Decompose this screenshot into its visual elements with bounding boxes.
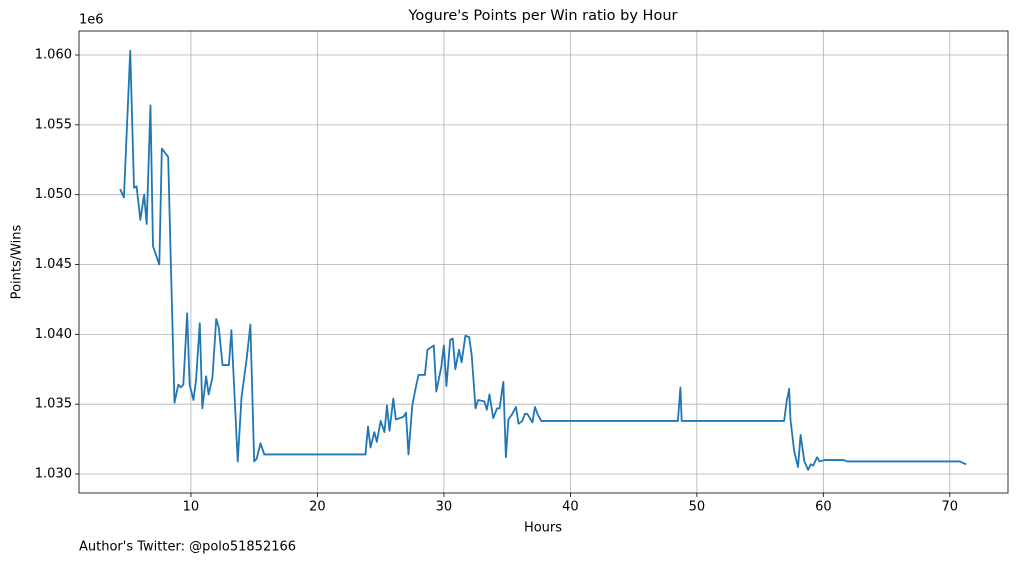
y-axis-label: Points/Wins [10,224,25,299]
x-tick-label: 10 [183,500,200,515]
x-tick-label: 60 [815,500,832,515]
y-offset-label: 1e6 [79,13,104,28]
x-tick-label: 70 [942,500,959,515]
x-tick-label: 30 [436,500,453,515]
x-tick-label: 50 [689,500,706,515]
y-tick-label: 1.050 [35,187,72,202]
x-tick-label: 20 [309,500,326,515]
y-tick-label: 1.040 [35,327,72,342]
y-tick-label: 1.055 [35,117,72,132]
y-tick-label: 1.060 [35,48,72,63]
plot-frame [78,30,1009,494]
y-tick-label: 1.035 [35,397,72,412]
y-tick-label: 1.045 [35,257,72,272]
chart-title: Yogure's Points per Win ratio by Hour [408,8,678,24]
y-tick-label: 1.030 [35,467,72,482]
data-line [119,49,967,471]
footnote: Author's Twitter: @polo51852166 [79,540,296,555]
x-tick-label: 40 [562,500,579,515]
x-axis-label: Hours [524,521,562,536]
